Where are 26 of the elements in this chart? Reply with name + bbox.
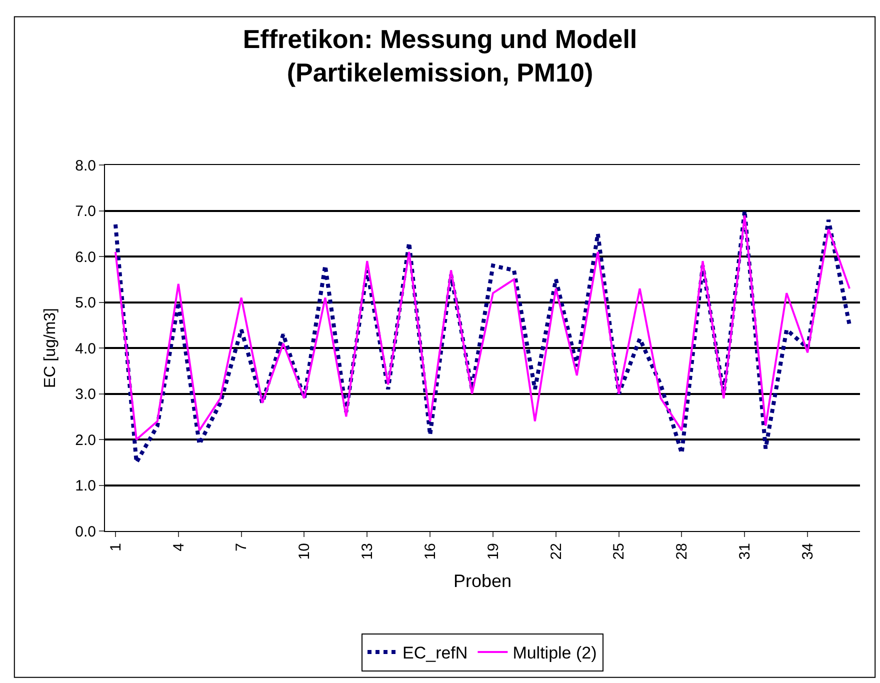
y-tick-label: 2.0 (75, 432, 96, 449)
x-tick-label: 34 (799, 543, 816, 560)
legend-label: Multiple (2) (512, 644, 597, 663)
y-axis-title: EC [ug/m3] (42, 308, 60, 388)
x-tick-label: 19 (484, 543, 502, 560)
y-tick-label: 3.0 (75, 386, 96, 403)
chart-title: Effretikon: Messung und Modell (Partikelemission, PM10) (242, 24, 638, 88)
y-tick-label: 0.0 (75, 523, 96, 540)
x-axis-title: Proben (453, 570, 512, 591)
x-tick-label: 1 (107, 543, 124, 552)
x-tick-label: 13 (359, 543, 376, 560)
legend-label: EC_refN (402, 644, 468, 663)
y-tick-label: 1.0 (75, 478, 96, 494)
y-tick-label: 8.0 (75, 157, 96, 174)
x-tick-label: 4 (170, 543, 188, 552)
y-tick-label: 6.0 (75, 248, 96, 266)
x-tick-label: 22 (548, 543, 565, 560)
y-tick-label: 7.0 (75, 203, 96, 220)
x-tick-label: 7 (233, 543, 250, 552)
x-tick-label: 28 (674, 543, 691, 560)
y-tick-label: 5.0 (75, 294, 96, 312)
x-tick-label: 31 (736, 543, 754, 560)
x-tick-label: 10 (296, 543, 314, 560)
x-tick-label: 16 (422, 543, 439, 560)
y-tick-label: 4.0 (75, 340, 96, 358)
x-tick-label: 25 (610, 543, 628, 560)
